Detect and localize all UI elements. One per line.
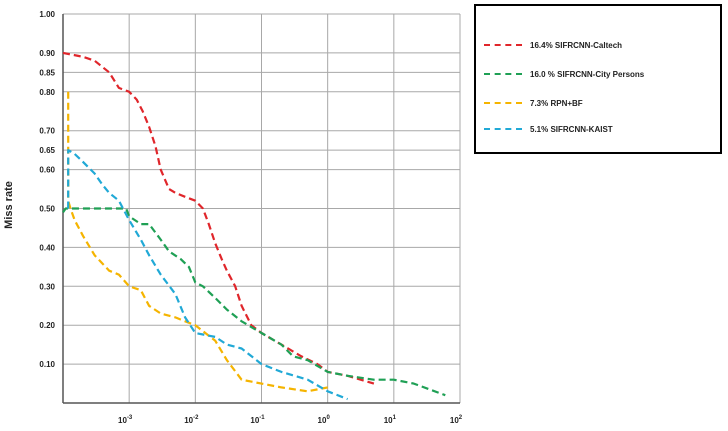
y-tick-label: 0.65 <box>39 146 55 155</box>
x-tick-labels: 10-3 10-2 10-1 100 101 102 <box>118 415 463 425</box>
legend-item: 5.1% SIFRCNN-KAIST <box>484 122 613 136</box>
x-tick-label: 102 <box>450 415 463 425</box>
series-line-1 <box>62 51 375 385</box>
series-line-3 <box>67 91 328 393</box>
y-tick-label: 0.70 <box>39 127 55 136</box>
x-tick-label: 100 <box>318 415 331 425</box>
x-tick-label: 10-1 <box>250 415 265 425</box>
miss-rate-chart: 0.10 0.20 0.30 0.40 0.50 0.60 0.65 0.70 0.80 0.85… <box>3 10 463 425</box>
y-tick-label: 0.20 <box>39 321 55 330</box>
legend-swatch <box>484 73 522 75</box>
legend-label: 7.3% RPN+BF <box>530 98 583 108</box>
y-tick-label: 0.50 <box>39 205 55 214</box>
legend-swatch <box>484 128 522 130</box>
legend-label: 16.4% SIFRCNN-Caltech <box>530 40 623 50</box>
grid <box>62 13 461 404</box>
x-tick-label: 10-2 <box>184 415 199 425</box>
legend-swatch <box>484 102 522 104</box>
y-tick-label: 0.30 <box>39 282 55 291</box>
series-group <box>62 51 446 401</box>
legend-swatch <box>484 44 522 46</box>
x-tick-label: 101 <box>384 415 397 425</box>
legend-label: 5.1% SIFRCNN-KAIST <box>530 124 613 134</box>
x-tick-label: 10-3 <box>118 415 133 425</box>
series-line-4 <box>67 149 349 401</box>
y-tick-label: 0.60 <box>39 166 55 175</box>
y-tick-label: 1.00 <box>39 10 55 19</box>
y-axis-title: Miss rate <box>3 181 15 229</box>
y-tick-label: 0.40 <box>39 243 55 252</box>
legend-label: 16.0 % SIFRCNN-City Persons <box>530 69 645 79</box>
legend-item: 16.0 % SIFRCNN-City Persons <box>484 67 644 81</box>
y-tick-label: 0.85 <box>39 68 55 77</box>
legend-item: 16.4% SIFRCNN-Caltech <box>484 38 622 52</box>
y-tick-labels: 0.10 0.20 0.30 0.40 0.50 0.60 0.65 0.70 0.80 0.85… <box>39 10 55 369</box>
y-tick-label: 0.80 <box>39 88 55 97</box>
legend: 16.4% SIFRCNN-Caltech 16.0 % SIFRCNN-City… <box>474 4 722 154</box>
legend-item: 7.3% RPN+BF <box>484 96 583 110</box>
series-line-2 <box>62 207 446 397</box>
y-tick-label: 0.10 <box>39 360 55 369</box>
y-tick-label: 0.90 <box>39 49 55 58</box>
